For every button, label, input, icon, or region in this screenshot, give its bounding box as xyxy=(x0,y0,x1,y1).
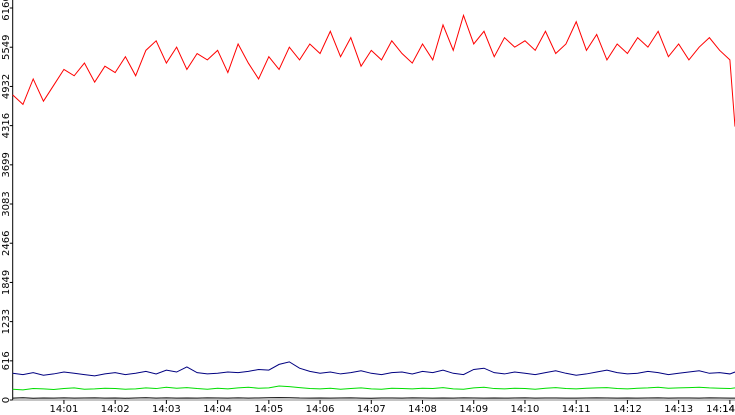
x-tick-label: 14:03 xyxy=(152,404,181,415)
y-tick-label: 3699 xyxy=(1,152,12,177)
y-tick-label: 1233 xyxy=(1,309,12,334)
y-tick-label: 616 xyxy=(1,351,12,370)
x-tick-label: 14:08 xyxy=(408,404,437,415)
x-tick-label: 14:04 xyxy=(203,404,232,415)
y-tick-label: 5549 xyxy=(1,34,12,59)
x-tick-label: 14:13 xyxy=(664,404,693,415)
x-tick-label: 14 xyxy=(722,404,735,415)
y-tick-label: 6166 xyxy=(1,0,12,21)
x-tick-label: 14:12 xyxy=(613,404,642,415)
x-tick-label: 14:02 xyxy=(101,404,130,415)
series-line xyxy=(12,13,735,127)
y-tick-label: 2466 xyxy=(1,230,12,255)
x-tick-label: 14:05 xyxy=(254,404,283,415)
x-tick-label: 14:10 xyxy=(511,404,540,415)
x-tick-label: 14:09 xyxy=(459,404,488,415)
x-tick-label: 14:06 xyxy=(306,404,335,415)
x-tick-label: 14:01 xyxy=(50,404,79,415)
series-line xyxy=(12,361,735,377)
y-tick-label: 4316 xyxy=(1,113,12,138)
y-tick-label: 3083 xyxy=(1,191,12,216)
series-line xyxy=(12,385,735,391)
y-tick-label: 4932 xyxy=(1,74,12,99)
y-tick-label: 0 xyxy=(1,397,12,403)
x-tick-label: 14:11 xyxy=(562,404,591,415)
series-line xyxy=(12,397,735,399)
x-tick-label: 14:07 xyxy=(357,404,386,415)
y-tick-label: 1849 xyxy=(1,270,12,295)
x-tick-label: 14:14 xyxy=(706,404,735,415)
